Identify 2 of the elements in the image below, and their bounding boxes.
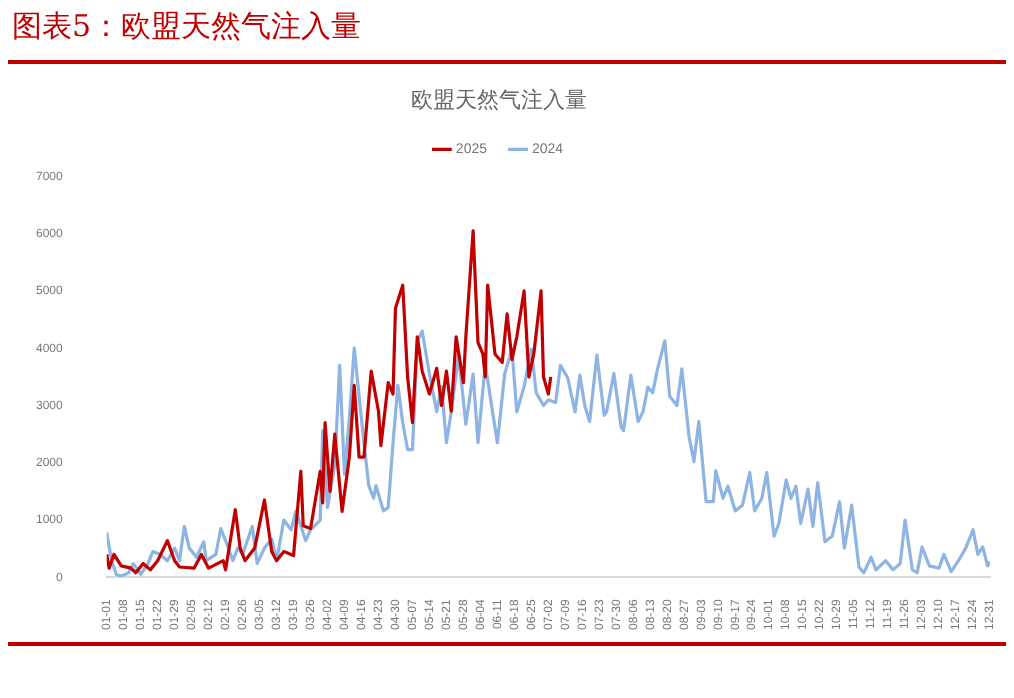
chart-subtitle: 欧盟天然气注入量	[411, 86, 587, 113]
chart-title: 图表5：欧盟天然气注入量	[12, 8, 362, 46]
